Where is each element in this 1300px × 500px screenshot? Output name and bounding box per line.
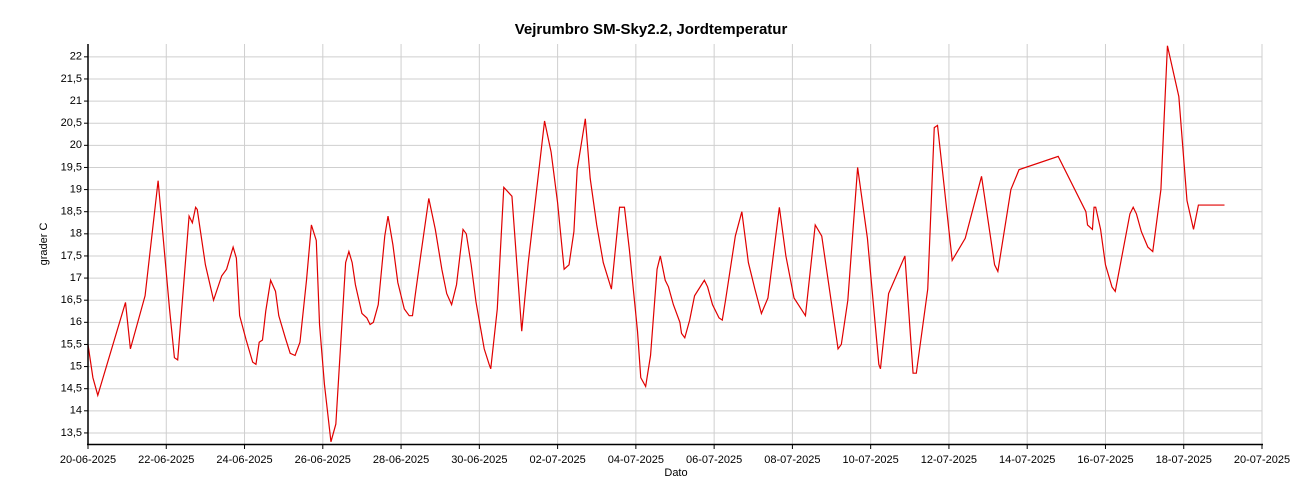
x-tick-label: 06-07-2025	[686, 454, 742, 466]
x-tick-label: 28-06-2025	[373, 454, 429, 466]
x-tick-label: 22-06-2025	[138, 454, 194, 466]
x-tick-label: 20-07-2025	[1234, 454, 1290, 466]
y-tick-label: 15	[70, 360, 82, 372]
y-tick-label: 16	[70, 316, 82, 328]
x-tick-label: 20-06-2025	[60, 454, 116, 466]
x-tick-label: 10-07-2025	[843, 454, 899, 466]
y-axis-label: grader C	[38, 223, 50, 266]
plot	[87, 45, 1225, 442]
x-tick-label: 04-07-2025	[608, 454, 664, 466]
x-tick-label: 16-07-2025	[1077, 454, 1133, 466]
x-tick-label: 26-06-2025	[295, 454, 351, 466]
y-tick-label: 17,5	[61, 250, 82, 262]
y-tick-label: 18	[70, 228, 82, 240]
chart-title: Vejrumbro SM-Sky2.2, Jordtemperatur	[515, 21, 788, 38]
grid	[87, 44, 1263, 444]
y-tick-label: 19	[70, 183, 82, 195]
y-tick-label: 14,5	[61, 383, 82, 395]
y-tick-label: 16,5	[61, 294, 82, 306]
y-tick-label: 19,5	[61, 161, 82, 173]
x-tick-label: 14-07-2025	[999, 454, 1055, 466]
x-tick-label: 18-07-2025	[1156, 454, 1212, 466]
x-tick-label: 30-06-2025	[451, 454, 507, 466]
y-tick-label: 21,5	[61, 73, 82, 85]
y-tick-label: 20	[70, 139, 82, 151]
x-tick-label: 12-07-2025	[921, 454, 977, 466]
y-tick-label: 18,5	[61, 206, 82, 218]
y-tick-label: 21	[70, 95, 82, 107]
y-tick-label: 15,5	[61, 338, 82, 350]
y-tick-label: 14	[70, 405, 82, 417]
y-tick-label: 22	[70, 51, 82, 63]
x-axis-label: Dato	[664, 467, 687, 479]
x-tick-label: 24-06-2025	[216, 454, 272, 466]
y-tick-label: 17	[70, 272, 82, 284]
x-tick-label: 08-07-2025	[764, 454, 820, 466]
x-tick-label: 02-07-2025	[529, 454, 585, 466]
y-tick-label: 13,5	[61, 427, 82, 439]
line-series	[87, 45, 1225, 442]
y-tick-label: 20,5	[61, 117, 82, 129]
